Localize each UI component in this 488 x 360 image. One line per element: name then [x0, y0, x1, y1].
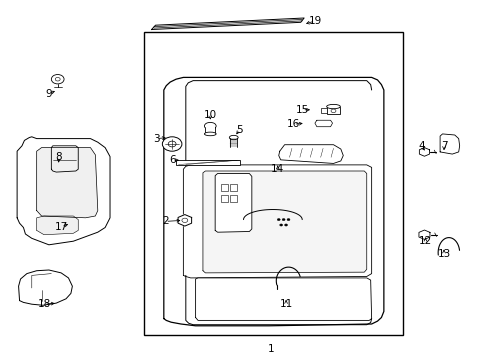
Polygon shape [37, 216, 78, 235]
Bar [205, 126, 215, 134]
Text: 14: 14 [270, 164, 284, 174]
Circle shape [51, 75, 64, 84]
Text: 2: 2 [162, 216, 168, 226]
Polygon shape [183, 165, 371, 278]
Text: 1: 1 [267, 344, 274, 354]
Text: 10: 10 [203, 110, 216, 120]
Polygon shape [51, 146, 78, 172]
Bar [221, 184, 227, 191]
Circle shape [286, 219, 289, 221]
Bar [176, 160, 239, 165]
Circle shape [55, 77, 60, 81]
Circle shape [284, 224, 287, 226]
Polygon shape [195, 278, 371, 320]
Bar [229, 184, 236, 191]
Bar [229, 195, 236, 202]
Polygon shape [314, 120, 332, 127]
Bar [221, 195, 227, 202]
Polygon shape [151, 18, 304, 30]
Text: 15: 15 [295, 105, 308, 115]
Circle shape [277, 219, 280, 221]
Text: 18: 18 [37, 299, 51, 309]
Text: 6: 6 [168, 155, 175, 165]
Ellipse shape [204, 122, 216, 130]
Polygon shape [19, 270, 72, 305]
Polygon shape [203, 171, 366, 273]
Polygon shape [178, 215, 191, 226]
Text: 5: 5 [236, 125, 243, 135]
Polygon shape [278, 145, 343, 163]
Polygon shape [418, 230, 429, 239]
Ellipse shape [229, 135, 238, 140]
Circle shape [168, 141, 176, 147]
Text: 7: 7 [440, 141, 447, 151]
Bar [144, 32, 403, 335]
Polygon shape [17, 137, 110, 245]
Circle shape [182, 218, 187, 222]
Text: 3: 3 [153, 134, 160, 144]
Ellipse shape [326, 104, 340, 109]
Text: 13: 13 [436, 249, 450, 259]
Bar [320, 108, 326, 113]
Circle shape [279, 224, 282, 226]
Text: 17: 17 [54, 222, 68, 232]
Text: 8: 8 [55, 152, 62, 162]
Text: 11: 11 [279, 299, 292, 309]
Text: 16: 16 [286, 119, 300, 129]
Polygon shape [37, 148, 98, 218]
Ellipse shape [204, 132, 216, 136]
Text: 4: 4 [417, 141, 424, 151]
Text: 19: 19 [308, 16, 322, 26]
Polygon shape [439, 134, 459, 154]
Text: 12: 12 [418, 236, 431, 246]
Text: 9: 9 [45, 89, 52, 99]
Polygon shape [163, 77, 383, 326]
Bar [326, 107, 340, 114]
Circle shape [162, 137, 182, 151]
Polygon shape [215, 174, 251, 232]
Polygon shape [419, 148, 428, 156]
Circle shape [282, 219, 285, 221]
Circle shape [330, 109, 335, 113]
